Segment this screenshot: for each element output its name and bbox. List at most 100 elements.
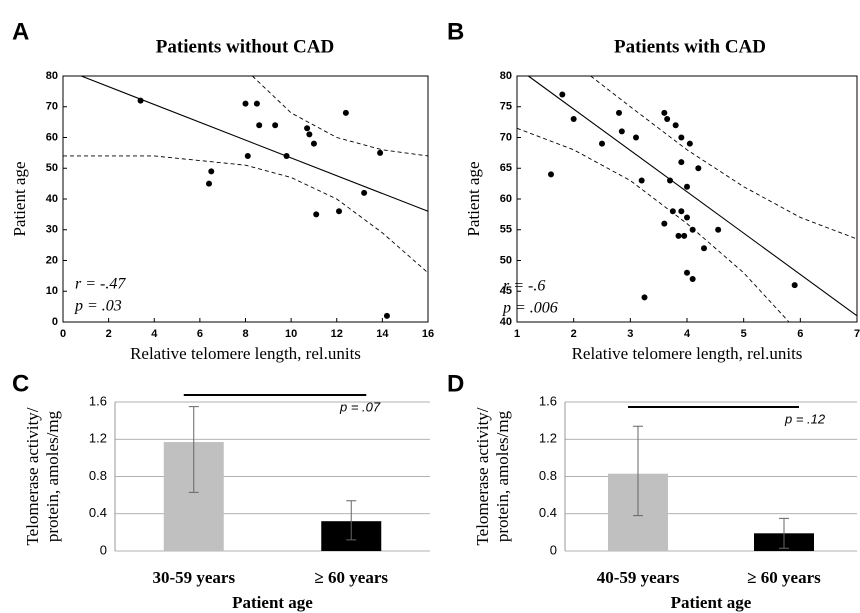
plot-frame: [516, 75, 858, 323]
data-point: [681, 232, 688, 239]
data-point: [689, 226, 696, 233]
x-tick-label: 10: [285, 328, 297, 340]
data-point: [678, 134, 685, 141]
y-tick-label: 80: [46, 70, 58, 82]
x-tick-label: 6: [797, 328, 803, 340]
regression-line: [81, 75, 429, 212]
panel-letter: C: [12, 370, 29, 397]
y-axis-label: Telomerase activity/: [473, 407, 492, 545]
data-point: [667, 177, 673, 184]
confidence-band: [252, 75, 429, 157]
data-point: [206, 180, 212, 187]
data-point: [361, 189, 368, 196]
y-tick-label: 1.2: [539, 431, 557, 446]
x-tick-label: 0: [60, 328, 66, 340]
x-axis-label: Relative telomere length, rel.units: [572, 344, 803, 363]
y-axis-label: protein, amoles/mg: [493, 410, 512, 542]
data-point: [208, 168, 215, 175]
x-tick-label: 40-59 years: [597, 568, 680, 587]
x-tick-label: ≥ 60 years: [747, 568, 821, 587]
data-point: [678, 159, 685, 166]
data-point: [684, 214, 690, 221]
data-point: [244, 152, 251, 159]
data-point: [383, 312, 390, 319]
y-tick-label: 0.8: [89, 468, 107, 483]
confidence-band: [63, 155, 429, 274]
panel-letter: D: [447, 370, 464, 397]
x-tick-label: 2: [106, 328, 112, 340]
chart-title: Patients with CAD: [614, 36, 766, 57]
data-point: [313, 211, 320, 218]
x-tick-label: 5: [741, 328, 747, 340]
data-point: [342, 109, 349, 116]
data-point: [678, 208, 685, 215]
y-tick-label: 10: [46, 285, 58, 297]
x-tick-label: 6: [197, 328, 203, 340]
data-point: [661, 220, 668, 227]
x-tick-label: 4: [151, 328, 158, 340]
data-point: [306, 131, 313, 138]
data-point: [701, 245, 707, 252]
x-tick-label: 2: [571, 328, 577, 340]
error-bar: [188, 406, 199, 493]
data-point: [715, 226, 722, 233]
data-point: [633, 134, 639, 141]
y-axis-label: Telomerase activity/: [23, 407, 42, 545]
y-tick-label: 0: [52, 316, 58, 328]
y-axis-label: Patient age: [10, 161, 29, 236]
data-point: [641, 294, 648, 301]
y-tick-label: 80: [500, 70, 512, 82]
data-point: [791, 282, 798, 289]
x-tick-label: 16: [422, 328, 434, 340]
data-point: [672, 122, 679, 129]
data-point: [695, 165, 702, 172]
stat-annotation: r = -.47: [75, 276, 126, 293]
data-point: [669, 208, 676, 215]
y-tick-label: 40: [46, 193, 58, 205]
error-bar: [346, 500, 357, 541]
y-tick-label: 0.8: [539, 468, 557, 483]
data-point: [336, 208, 343, 215]
y-tick-label: 1.6: [539, 393, 557, 408]
y-tick-label: 65: [500, 162, 512, 174]
data-point: [242, 100, 249, 107]
y-tick-label: 50: [500, 254, 512, 266]
y-tick-label: 1.6: [89, 393, 107, 408]
data-point: [684, 269, 690, 276]
p-value: p = .12: [784, 411, 826, 426]
y-tick-label: 60: [500, 193, 512, 205]
confidence-band: [516, 127, 790, 323]
y-axis-label: protein, amoles/mg: [43, 410, 62, 542]
y-tick-label: 0.4: [539, 505, 557, 520]
x-tick-label: ≥ 60 years: [314, 568, 388, 587]
y-tick-label: 30: [46, 224, 58, 236]
data-point: [686, 140, 693, 147]
data-point: [256, 122, 263, 129]
x-axis-label: Patient age: [232, 593, 313, 612]
data-point: [377, 149, 384, 156]
y-tick-label: 0: [550, 542, 557, 557]
y-tick-label: 70: [500, 131, 512, 143]
p-value: p = .07: [339, 399, 381, 414]
y-tick-label: 40: [500, 316, 512, 328]
data-point: [675, 232, 682, 239]
y-axis-label: Patient age: [464, 161, 483, 236]
data-point: [559, 91, 566, 98]
data-point: [570, 116, 577, 123]
data-point: [253, 100, 260, 107]
data-point: [684, 183, 690, 190]
x-tick-label: 12: [331, 328, 343, 340]
data-point: [616, 109, 622, 116]
data-point: [272, 122, 279, 129]
x-tick-label: 1: [514, 328, 520, 340]
error-bar: [779, 517, 789, 549]
y-tick-label: 45: [500, 285, 512, 297]
regression-line: [528, 75, 858, 317]
x-tick-label: 8: [242, 328, 248, 340]
data-point: [548, 171, 554, 178]
data-point: [599, 140, 605, 147]
data-point: [638, 177, 645, 184]
x-tick-label: 7: [854, 328, 860, 340]
x-tick-label: 14: [376, 328, 389, 340]
